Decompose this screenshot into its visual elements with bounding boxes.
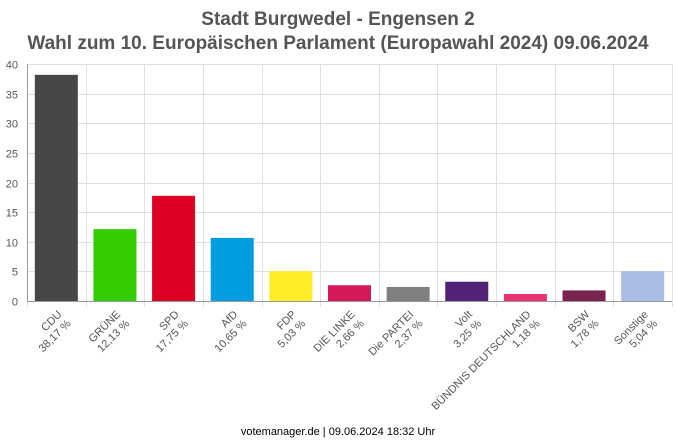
x-tick-label: SPD17,75 % <box>145 308 191 354</box>
x-tick-label: CDU38,17 % <box>27 308 73 354</box>
bar-die-partei <box>386 286 430 301</box>
x-tick-label: Volt3,25 % <box>442 308 484 350</box>
bar-die-linke <box>328 285 371 301</box>
x-tick-label: FDP5,03 % <box>266 308 308 350</box>
x-tick-label: Sonstige5,04 % <box>612 308 660 356</box>
bar-sonstige <box>621 271 665 301</box>
x-tick-label: BSW1,78 % <box>559 308 601 350</box>
x-tick-label: GRÜNE12,13 % <box>86 308 132 354</box>
bar-cdu <box>34 74 78 302</box>
footer-source: votemanager.de | 09.06.2024 18:32 Uhr <box>240 426 436 438</box>
x-tick-label: BÜNDNIS DEUTSCHLAND1,18 % <box>430 308 543 421</box>
chart-title: Stadt Burgwedel - Engensen 2 <box>201 9 475 30</box>
y-tick-label: 20 <box>6 179 18 191</box>
y-tick-label: 30 <box>6 119 18 131</box>
bar-spd <box>152 195 196 301</box>
x-tick-label: DIE LINKE2,66 % <box>312 308 367 363</box>
bar-b-ndnis-deutschland <box>503 294 547 301</box>
chart-subtitle: Wahl zum 10. Europäischen Parlament (Eur… <box>27 33 649 54</box>
y-tick-label: 25 <box>6 149 18 161</box>
y-tick-label: 15 <box>6 208 18 220</box>
y-tick-label: 35 <box>6 90 18 102</box>
bar-afd <box>210 237 254 301</box>
y-tick-label: 0 <box>12 297 18 309</box>
bar-volt <box>445 281 489 301</box>
bar-fdp <box>269 271 313 301</box>
y-tick-label: 10 <box>6 238 18 250</box>
y-tick-label: 40 <box>6 60 18 72</box>
x-tick-label: AfD10,65 % <box>203 308 249 354</box>
bar-gr-ne <box>93 229 137 301</box>
x-tick-label: Die PARTEI2,37 % <box>367 308 426 367</box>
bar-bsw <box>562 290 606 301</box>
y-tick-label: 5 <box>12 267 18 279</box>
